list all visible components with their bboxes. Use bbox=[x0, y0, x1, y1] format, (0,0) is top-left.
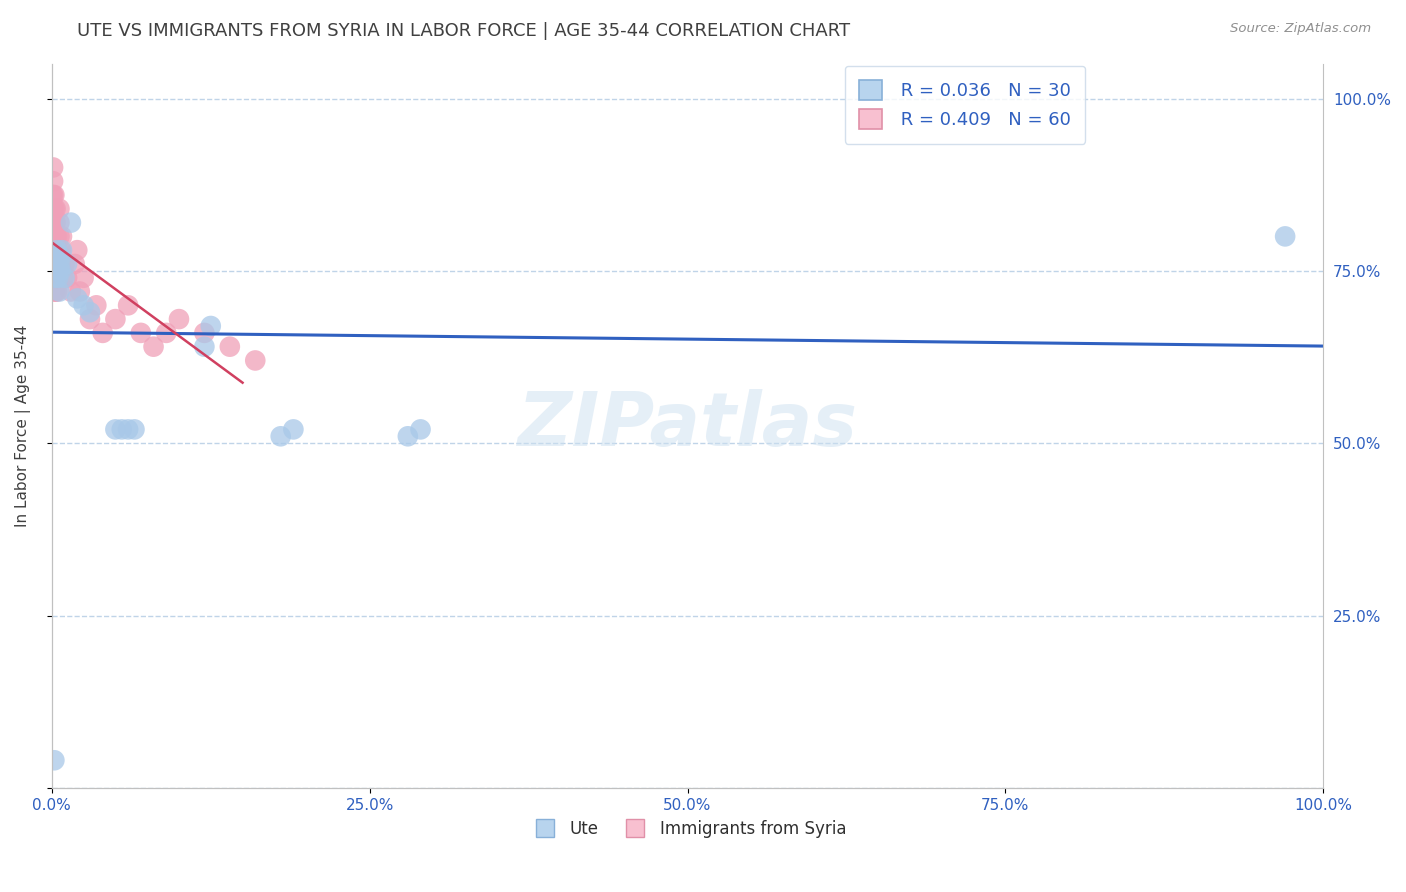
Point bbox=[45, 243, 67, 257]
Point bbox=[49, 250, 72, 264]
Point bbox=[270, 429, 292, 443]
Point bbox=[42, 257, 65, 271]
Point bbox=[48, 202, 70, 216]
Point bbox=[167, 312, 190, 326]
Point bbox=[45, 285, 67, 299]
Point bbox=[45, 216, 67, 230]
Point bbox=[44, 229, 66, 244]
Point bbox=[104, 312, 127, 326]
Point bbox=[104, 422, 127, 436]
Point bbox=[91, 326, 114, 340]
Point bbox=[66, 243, 89, 257]
Point bbox=[1274, 229, 1296, 244]
Point bbox=[72, 298, 94, 312]
Point bbox=[45, 257, 67, 271]
Point bbox=[42, 188, 65, 202]
Point bbox=[41, 188, 63, 202]
Point bbox=[45, 270, 67, 285]
Point bbox=[409, 422, 432, 436]
Point bbox=[52, 270, 75, 285]
Point bbox=[53, 270, 76, 285]
Point bbox=[117, 298, 139, 312]
Point bbox=[193, 326, 215, 340]
Point bbox=[48, 229, 70, 244]
Point bbox=[46, 257, 69, 271]
Point bbox=[142, 340, 165, 354]
Point bbox=[79, 312, 101, 326]
Point bbox=[53, 257, 76, 271]
Point bbox=[42, 161, 65, 175]
Point bbox=[46, 243, 69, 257]
Point bbox=[63, 257, 86, 271]
Point bbox=[41, 202, 63, 216]
Point bbox=[51, 229, 73, 244]
Point bbox=[59, 216, 82, 230]
Point bbox=[42, 216, 65, 230]
Point bbox=[200, 318, 222, 333]
Point bbox=[44, 285, 66, 299]
Point bbox=[218, 340, 240, 354]
Point bbox=[44, 243, 66, 257]
Point bbox=[51, 243, 73, 257]
Point bbox=[45, 250, 67, 264]
Point bbox=[193, 340, 215, 354]
Point bbox=[72, 270, 94, 285]
Point bbox=[48, 257, 70, 271]
Point bbox=[42, 229, 65, 244]
Text: UTE VS IMMIGRANTS FROM SYRIA IN LABOR FORCE | AGE 35-44 CORRELATION CHART: UTE VS IMMIGRANTS FROM SYRIA IN LABOR FO… bbox=[77, 22, 851, 40]
Point bbox=[79, 305, 101, 319]
Point bbox=[48, 285, 70, 299]
Point bbox=[49, 243, 72, 257]
Point bbox=[45, 243, 67, 257]
Point bbox=[245, 353, 267, 368]
Point bbox=[44, 753, 66, 767]
Point bbox=[48, 216, 70, 230]
Point bbox=[44, 270, 66, 285]
Point bbox=[45, 285, 67, 299]
Point bbox=[56, 270, 79, 285]
Point bbox=[155, 326, 177, 340]
Point bbox=[49, 257, 72, 271]
Point bbox=[44, 257, 66, 271]
Point bbox=[45, 264, 67, 278]
Y-axis label: In Labor Force | Age 35-44: In Labor Force | Age 35-44 bbox=[15, 325, 31, 527]
Point bbox=[45, 229, 67, 244]
Point bbox=[45, 243, 67, 257]
Point bbox=[86, 298, 108, 312]
Point bbox=[46, 270, 69, 285]
Point bbox=[396, 429, 419, 443]
Point bbox=[56, 257, 79, 271]
Point bbox=[45, 202, 67, 216]
Point bbox=[45, 270, 67, 285]
Point bbox=[111, 422, 134, 436]
Point bbox=[44, 257, 66, 271]
Point bbox=[42, 243, 65, 257]
Point bbox=[45, 270, 67, 285]
Point bbox=[44, 188, 66, 202]
Legend: Ute, Immigrants from Syria: Ute, Immigrants from Syria bbox=[522, 814, 853, 845]
Point bbox=[45, 229, 67, 244]
Point bbox=[124, 422, 146, 436]
Point bbox=[42, 174, 65, 188]
Text: Source: ZipAtlas.com: Source: ZipAtlas.com bbox=[1230, 22, 1371, 36]
Point bbox=[59, 285, 82, 299]
Point bbox=[42, 202, 65, 216]
Point bbox=[129, 326, 152, 340]
Point bbox=[69, 285, 91, 299]
Point bbox=[44, 202, 66, 216]
Point bbox=[41, 229, 63, 244]
Point bbox=[45, 257, 67, 271]
Text: ZIPatlas: ZIPatlas bbox=[517, 390, 858, 462]
Point bbox=[46, 264, 69, 278]
Point bbox=[66, 292, 89, 306]
Point bbox=[117, 422, 139, 436]
Point bbox=[41, 216, 63, 230]
Point bbox=[49, 264, 72, 278]
Point bbox=[44, 216, 66, 230]
Point bbox=[283, 422, 305, 436]
